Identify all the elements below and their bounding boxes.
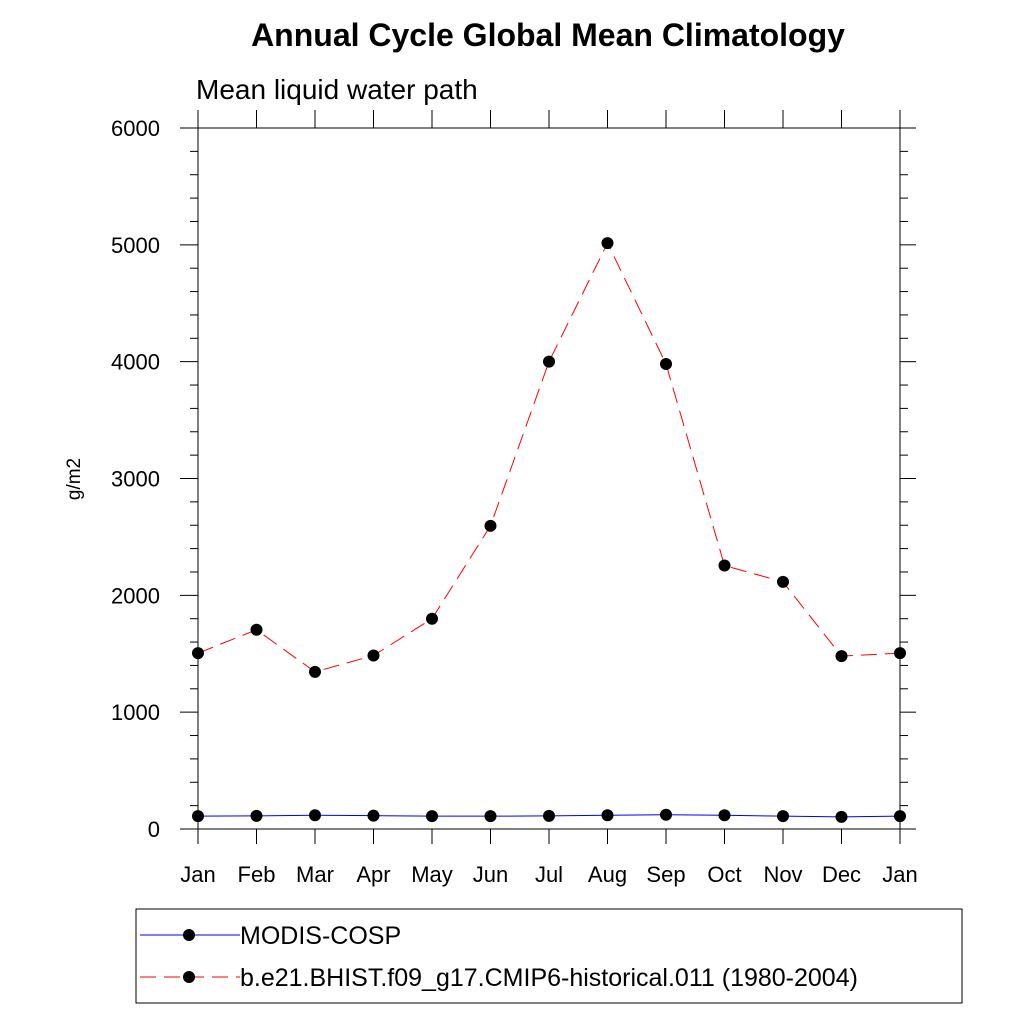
data-point	[367, 809, 380, 822]
x-tick-label: Jan	[882, 862, 917, 887]
data-point	[543, 355, 555, 368]
data-point	[484, 519, 497, 532]
legend-label: b.e21.BHIST.f09_g17.CMIP6-historical.011…	[240, 964, 858, 992]
y-tick-label: 4000	[111, 350, 160, 375]
data-point	[543, 809, 555, 822]
data-point	[192, 647, 204, 660]
data-point	[660, 808, 672, 821]
series-line	[197, 241, 901, 673]
y-tick-label: 3000	[111, 467, 160, 492]
legend-box	[135, 908, 963, 1004]
x-tick-label: Jun	[473, 862, 508, 887]
plot-frame	[197, 127, 901, 830]
data-point	[835, 650, 848, 663]
data-point	[894, 810, 906, 823]
legend-marker	[183, 929, 195, 941]
x-tick-label: Sep	[646, 862, 685, 887]
data-point	[894, 647, 906, 660]
x-tick-label: Oct	[707, 862, 741, 887]
data-point	[484, 810, 497, 823]
y-tick-label: 1000	[111, 700, 160, 725]
data-point	[777, 810, 789, 823]
y-tick-label: 6000	[111, 116, 160, 141]
series-layer	[192, 237, 906, 823]
x-tick-label: May	[411, 862, 453, 887]
legend-label: MODIS-COSP	[240, 922, 401, 950]
data-point	[426, 612, 438, 625]
data-point	[309, 665, 321, 678]
data-point	[192, 810, 204, 823]
data-point	[777, 575, 789, 588]
x-tick-label: Aug	[588, 862, 627, 887]
data-point	[718, 559, 731, 572]
x-axis: Jan Feb Mar Apr May Jun Jul Aug Sep Oct Nov Dec Jan	[180, 110, 918, 887]
data-point	[250, 623, 263, 636]
chart-title: Annual Cycle Global Mean Climatology	[251, 17, 845, 53]
y-axis-label: g/m2	[64, 458, 85, 500]
data-point	[718, 809, 731, 822]
x-tick-label: Jul	[535, 862, 563, 887]
y-tick-label: 5000	[111, 233, 160, 258]
data-point	[601, 809, 614, 822]
data-point	[367, 649, 380, 662]
y-tick-label: 0	[148, 817, 160, 842]
data-point	[601, 237, 614, 250]
x-tick-label: Dec	[822, 862, 861, 887]
data-point	[835, 810, 848, 823]
chart-subtitle: Mean liquid water path	[196, 74, 478, 105]
legend: MODIS-COSP b.e21.BHIST.f09_g17.CMIP6-hist…	[140, 922, 858, 992]
x-tick-label: Mar	[296, 862, 334, 887]
x-tick-label: Apr	[356, 862, 390, 887]
data-point	[309, 809, 321, 822]
x-tick-label: Nov	[763, 862, 802, 887]
y-tick-label: 2000	[111, 583, 160, 608]
data-point	[426, 810, 438, 823]
x-tick-label: Jan	[180, 862, 215, 887]
y-axis: 0 1000 2000 3000 4000 5000 6000	[111, 116, 916, 842]
data-point	[660, 358, 672, 371]
data-point	[250, 809, 263, 822]
legend-marker	[183, 971, 195, 983]
x-tick-label: Feb	[238, 862, 276, 887]
